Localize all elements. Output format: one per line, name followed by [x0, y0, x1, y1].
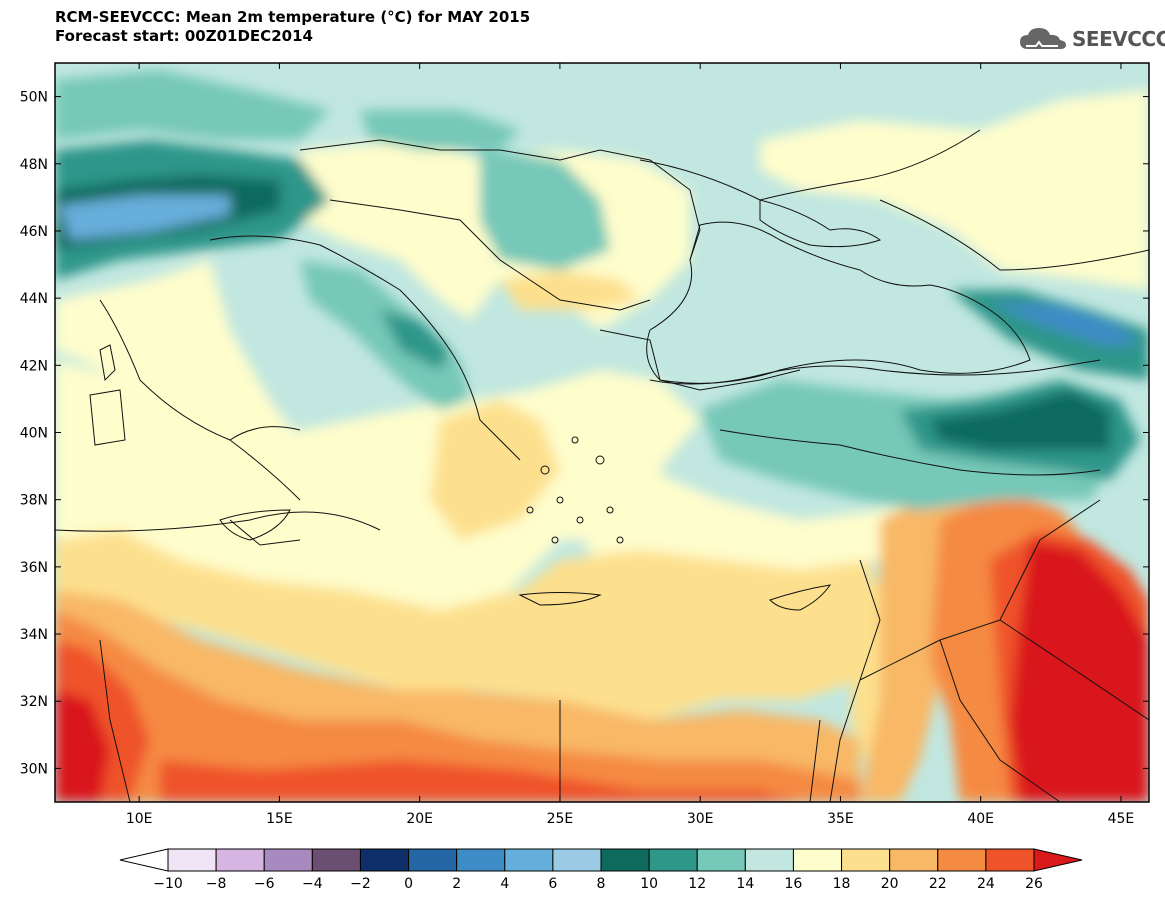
colorbar-swatch — [167, 848, 217, 872]
field-teal-north — [55, 70, 330, 140]
lon-tick-label: 10E — [126, 811, 153, 827]
field-blue-alps — [60, 195, 230, 240]
colorbar-label: 8 — [597, 876, 606, 892]
lat-tick-label: 44N — [20, 291, 48, 307]
logo-text: SEEVCCC — [1072, 27, 1165, 51]
lon-tick-label: 30E — [687, 811, 714, 827]
aegean-islands — [526, 436, 624, 544]
colorbar-swatch — [552, 848, 602, 872]
lat-tick-label: 46N — [20, 224, 48, 240]
colorbar-swatch — [600, 848, 650, 872]
colorbar-swatch — [504, 848, 554, 872]
colorbar-label: 18 — [833, 876, 851, 892]
field-red-orange-africa — [55, 640, 800, 802]
colorbar-swatch — [359, 848, 410, 872]
colorbar-swatch — [408, 848, 458, 872]
colorbar-label: 0 — [404, 876, 413, 892]
colorbar-label: 2 — [452, 876, 461, 892]
colorbar-label: 26 — [1025, 876, 1043, 892]
field-dark-teal-dinarides — [380, 310, 450, 370]
crimea-coast — [759, 199, 882, 248]
lat-tick-label: 50N — [20, 90, 48, 106]
field-light-orange-romania — [500, 270, 640, 310]
cloud-icon — [1020, 28, 1066, 49]
colorbar-swatch — [311, 848, 361, 872]
field-deep-orange-africa — [55, 610, 860, 802]
colorbar-swatch — [985, 848, 1035, 872]
black-sea-coast — [646, 221, 1031, 384]
field-light-orange-greece — [430, 400, 560, 540]
lat-tick-label: 40N — [20, 426, 48, 442]
colorbar-label: −8 — [206, 876, 227, 892]
colorbar-swatch — [889, 848, 939, 872]
lat-tick-label: 32N — [20, 694, 48, 710]
colorbar-label: 16 — [785, 876, 803, 892]
lat-tick-label: 38N — [20, 493, 48, 509]
colorbar-label: 20 — [881, 876, 899, 892]
latitude-axis: 50N 48N 46N 44N 42N 40N 38N 36N 34N 32N 30N — [20, 90, 1149, 777]
colorbar-label: 22 — [929, 876, 947, 892]
map-title: RCM-SEEVCCC: Mean 2m temperature (°C) fo… — [55, 8, 531, 26]
field-red-africa — [55, 690, 110, 802]
field-blue-caucasus — [990, 302, 1140, 345]
colorbar-swatch — [792, 848, 843, 872]
field-red-iraq — [1010, 540, 1149, 802]
lon-tick-label: 35E — [827, 811, 854, 827]
cyprus-coast — [769, 584, 832, 611]
lon-tick-label: 20E — [406, 811, 433, 827]
lat-tick-label: 48N — [20, 157, 48, 173]
field-yellow-northeast — [760, 90, 1149, 290]
colorbar-label: 24 — [977, 876, 995, 892]
lon-tick-label: 45E — [1108, 811, 1135, 827]
lat-tick-label: 34N — [20, 627, 48, 643]
colorbar-label: 10 — [640, 876, 658, 892]
colorbar-label: −2 — [350, 876, 371, 892]
field-teal-bohemia — [360, 110, 520, 150]
colorbar-label: −6 — [254, 876, 275, 892]
lon-tick-label: 15E — [266, 811, 293, 827]
colorbar-label: 12 — [688, 876, 706, 892]
field-teal-dinarides — [300, 260, 470, 410]
field-deep-teal-anatolia — [930, 390, 1110, 450]
colorbar-swatch — [744, 848, 794, 872]
sicily-coast — [219, 509, 291, 541]
colorbar-label: 14 — [736, 876, 754, 892]
field-light-orange-med — [55, 530, 880, 720]
longitude-axis: 10E 15E 20E 25E 30E 35E 40E 45E — [126, 63, 1134, 827]
colorbar-label: −4 — [302, 876, 323, 892]
colorbar-label: −10 — [153, 876, 183, 892]
colorbar-swatch — [456, 848, 506, 872]
colorbar-label: 6 — [548, 876, 557, 892]
colorbar-over-arrow — [1033, 848, 1083, 872]
colorbar-swatch — [841, 848, 891, 872]
colorbar-under-arrow — [119, 848, 169, 872]
temperature-colorbar: −10 −8 −6 −4 −2 0 2 4 6 8 10 12 14 16 18 20 22 24 26 — [119, 848, 1083, 892]
corsica-sardinia-coast — [89, 344, 126, 446]
lat-tick-label: 36N — [20, 560, 48, 576]
colorbar-label: 4 — [500, 876, 509, 892]
colorbar-swatch — [215, 848, 265, 872]
crete-coast — [518, 592, 602, 606]
colorbar-swatch — [937, 848, 987, 872]
field-teal-carpathians — [480, 150, 610, 270]
forecast-start-subtitle: Forecast start: 00Z01DEC2014 — [55, 27, 313, 45]
field-teal-caucasus — [950, 290, 1149, 380]
lat-tick-label: 30N — [20, 761, 48, 777]
colorbar-swatch — [696, 848, 746, 872]
lon-tick-label: 25E — [547, 811, 574, 827]
lat-tick-label: 42N — [20, 358, 48, 374]
lon-tick-label: 40E — [967, 811, 994, 827]
colorbar-swatch — [648, 848, 698, 872]
seevccc-logo: SEEVCCC — [1018, 24, 1165, 54]
colorbar-swatch — [263, 848, 313, 872]
map-area — [55, 63, 1149, 802]
